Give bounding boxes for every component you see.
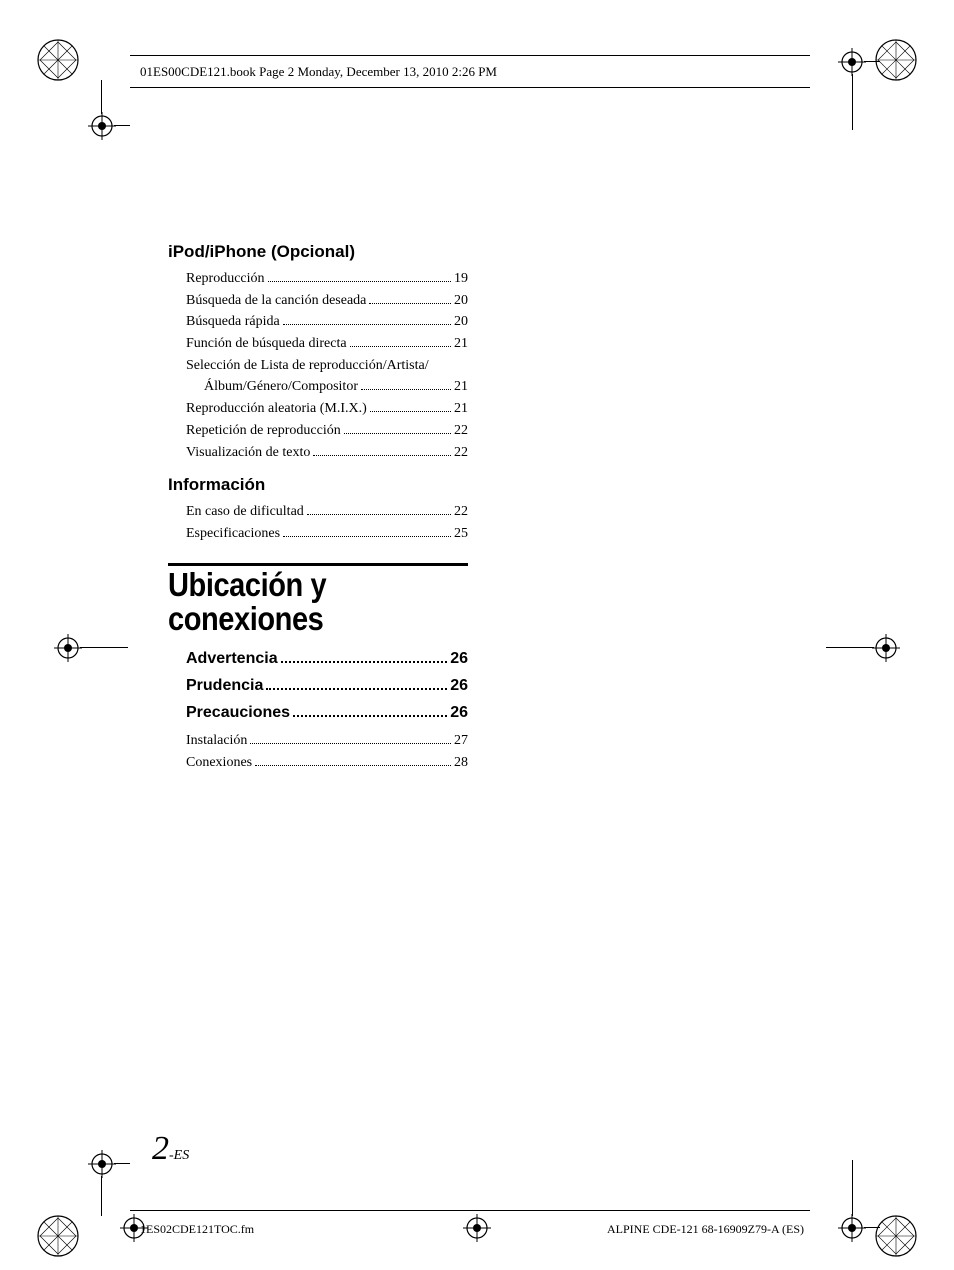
toc-page: 21: [454, 398, 468, 420]
toc-page: 22: [454, 501, 468, 523]
toc-dots: [370, 411, 451, 412]
toc-dots: [350, 346, 451, 347]
toc-page: 20: [454, 290, 468, 312]
page-number-suffix: -ES: [169, 1148, 189, 1163]
crop-mark-tr: [874, 38, 918, 82]
toc-row: Conexiones 28: [186, 752, 468, 774]
toc-list-chapter: Advertencia 26 Prudencia 26 Precauciones 26…: [168, 645, 468, 774]
toc-page: 26: [450, 672, 468, 699]
footer-left: 1ES02CDE121TOC.fm: [140, 1222, 254, 1237]
reg-line: [114, 125, 130, 126]
toc-page: 27: [454, 730, 468, 752]
toc-dots: [250, 743, 451, 744]
toc-row: Repetición de reproducción 22: [186, 420, 468, 442]
toc-row: Búsqueda de la canción deseada 20: [186, 290, 468, 312]
toc-dots: [283, 324, 451, 325]
toc-label: Reproducción: [186, 268, 265, 290]
toc-list-ipod: Reproducción 19 Búsqueda de la canción de…: [168, 268, 468, 463]
toc-row: Búsqueda rápida 20: [186, 311, 468, 333]
toc-row: Reproducción aleatoria (M.I.X.) 21: [186, 398, 468, 420]
toc-page: 22: [454, 420, 468, 442]
toc-row: Selección de Lista de reproducción/Artis…: [186, 355, 468, 377]
reg-mark-left-bot: [88, 1150, 116, 1178]
toc-label: Advertencia: [186, 645, 278, 672]
toc-row-bold: Advertencia 26: [186, 645, 468, 672]
reg-mark-left-mid: [54, 634, 82, 662]
toc-dots: [268, 281, 451, 282]
toc-page: 21: [454, 376, 468, 398]
toc-label: Repetición de reproducción: [186, 420, 341, 442]
section-heading-ipod: iPod/iPhone (Opcional): [168, 242, 468, 262]
toc-dots: [313, 455, 451, 456]
toc-row-bold: Prudencia 26: [186, 672, 468, 699]
toc-page: 26: [450, 699, 468, 726]
reg-mark-center-bot: [463, 1214, 491, 1242]
toc-dots: [293, 715, 447, 717]
reg-line: [852, 1160, 853, 1216]
page-number-big: 2: [152, 1130, 169, 1167]
reg-mark-right-mid: [872, 634, 900, 662]
toc-row: Función de búsqueda directa 21: [186, 333, 468, 355]
crop-mark-tl: [36, 38, 80, 82]
reg-mark-right-top: [838, 48, 866, 76]
toc-dots: [307, 514, 451, 515]
toc-dots: [369, 303, 451, 304]
toc-label: Visualización de texto: [186, 442, 310, 464]
toc-list-info: En caso de dificultad 22 Especificaciones…: [168, 501, 468, 544]
header-rule: [130, 87, 810, 88]
toc-page: 25: [454, 523, 468, 545]
toc-dots: [361, 389, 451, 390]
chapter-title: Ubicación y conexiones: [168, 568, 432, 637]
toc-row: En caso de dificultad 22: [186, 501, 468, 523]
toc-page: 20: [454, 311, 468, 333]
toc-label: Función de búsqueda directa: [186, 333, 347, 355]
reg-line: [864, 1227, 880, 1228]
reg-line: [826, 647, 874, 648]
crop-mark-br: [874, 1214, 918, 1258]
section-heading-info: Información: [168, 475, 468, 495]
toc-page: 22: [454, 442, 468, 464]
reg-line: [101, 80, 102, 114]
toc-page: 26: [450, 645, 468, 672]
toc-content: iPod/iPhone (Opcional) Reproducción 19 Bú…: [168, 230, 468, 774]
toc-row: Álbum/Género/Compositor 21: [186, 376, 468, 398]
toc-label: Conexiones: [186, 752, 252, 774]
toc-label: Selección de Lista de reproducción/Artis…: [186, 355, 429, 377]
toc-row: Especificaciones 25: [186, 523, 468, 545]
reg-mark-left-top: [88, 112, 116, 140]
toc-label: Reproducción aleatoria (M.I.X.): [186, 398, 367, 420]
page-number: 2-ES: [152, 1130, 189, 1168]
toc-page: 21: [454, 333, 468, 355]
header-text: 01ES00CDE121.book Page 2 Monday, Decembe…: [140, 64, 497, 80]
toc-dots: [281, 661, 448, 663]
toc-label: Búsqueda de la canción deseada: [186, 290, 366, 312]
toc-dots: [255, 765, 451, 766]
crop-mark-bl: [36, 1214, 80, 1258]
footer-rule: [130, 1210, 810, 1211]
toc-label: Instalación: [186, 730, 247, 752]
reg-line: [80, 647, 128, 648]
toc-page: 28: [454, 752, 468, 774]
toc-label: En caso de dificultad: [186, 501, 304, 523]
reg-mark-right-bot: [838, 1214, 866, 1242]
toc-dots: [283, 536, 451, 537]
reg-line: [852, 74, 853, 130]
toc-dots: [266, 688, 447, 690]
toc-label: Álbum/Género/Compositor: [204, 376, 358, 398]
reg-line: [101, 1176, 102, 1216]
header-rule: [130, 55, 810, 56]
reg-line: [114, 1163, 130, 1164]
reg-line: [864, 61, 880, 62]
toc-row: Reproducción 19: [186, 268, 468, 290]
toc-label: Especificaciones: [186, 523, 280, 545]
toc-row-bold: Precauciones 26: [186, 699, 468, 726]
toc-label: Precauciones: [186, 699, 290, 726]
toc-row: Visualización de texto 22: [186, 442, 468, 464]
toc-dots: [344, 433, 451, 434]
toc-row: Instalación 27: [186, 730, 468, 752]
toc-page: 19: [454, 268, 468, 290]
footer-right: ALPINE CDE-121 68-16909Z79-A (ES): [607, 1222, 804, 1237]
toc-label: Prudencia: [186, 672, 263, 699]
toc-label: Búsqueda rápida: [186, 311, 280, 333]
